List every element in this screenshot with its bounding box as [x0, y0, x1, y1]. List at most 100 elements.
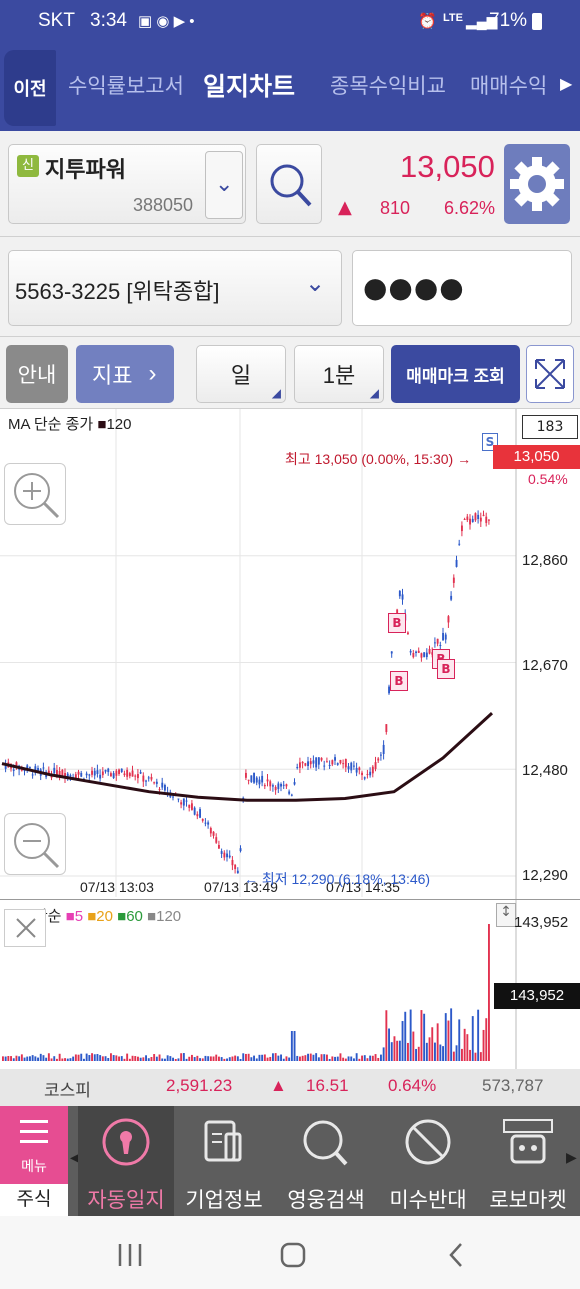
volume-bar	[107, 1057, 110, 1061]
menu-prev-icon[interactable]: ◀	[70, 1150, 81, 1166]
volume-bar	[172, 1057, 174, 1061]
tab-journal-chart[interactable]: 일지차트	[203, 73, 296, 101]
candle-body	[12, 769, 15, 771]
candle-body	[58, 771, 61, 777]
back-button[interactable]: 이전	[4, 50, 56, 126]
volume-bar	[431, 1027, 434, 1061]
volume-bar	[385, 1010, 388, 1061]
volume-bar	[72, 1056, 75, 1061]
volume-bar	[439, 1044, 442, 1061]
stock-selector[interactable]: 신 지투파워 388050 ⌄	[8, 144, 246, 224]
menu-label: 미수반대	[389, 1189, 467, 1212]
pane-resize-handle[interactable]: ↕	[496, 903, 516, 927]
stock-name: 지투파워	[45, 157, 126, 182]
candle-body	[96, 770, 99, 774]
corner-arrow-icon: ◢	[369, 386, 379, 400]
buy-mark[interactable]: B	[390, 671, 408, 691]
volume-bar	[355, 1053, 358, 1061]
candle-body	[123, 773, 126, 776]
menu-next-icon[interactable]: ▶	[566, 1150, 577, 1166]
candle-body	[434, 642, 436, 644]
menu-auto-journal[interactable]: 자동일지	[78, 1106, 174, 1216]
candle-body	[204, 822, 207, 824]
volume-bar	[255, 1058, 258, 1061]
candle-body	[463, 518, 466, 520]
menu-button[interactable]: 메뉴	[0, 1106, 68, 1184]
candle-body	[226, 853, 228, 858]
indicator-button[interactable]: 지표 ›	[76, 345, 174, 403]
search-button[interactable]	[256, 144, 322, 224]
candle-body	[423, 652, 426, 657]
buy-mark[interactable]: B	[437, 659, 455, 679]
zoom-out-button[interactable]	[4, 813, 66, 875]
volume-bar	[42, 1055, 45, 1061]
stock-dropdown-button[interactable]: ⌄	[205, 151, 243, 219]
candle-body	[223, 852, 226, 858]
volume-bar	[347, 1056, 350, 1061]
candle-body	[142, 775, 145, 782]
zoom-in-button[interactable]	[4, 463, 66, 525]
candle-body	[128, 773, 131, 777]
volume-bar	[377, 1057, 380, 1061]
nav-next-icon[interactable]: ▶	[560, 74, 573, 93]
candle-body	[409, 650, 412, 653]
volume-bar	[485, 1018, 488, 1061]
tab-trade-profit[interactable]: 매매수익	[470, 75, 548, 98]
candle-body	[245, 772, 247, 778]
menu-hero-search[interactable]: 영웅검색	[278, 1106, 374, 1216]
index-change: 16.51	[306, 1076, 349, 1095]
volume-bar	[263, 1054, 266, 1061]
buy-mark[interactable]: B	[388, 613, 406, 633]
candle-body	[428, 648, 431, 654]
volume-bar	[218, 1056, 220, 1061]
tab-profit-report[interactable]: 수익률보고서	[68, 75, 184, 98]
x-tick: 07/13 13:49	[204, 879, 278, 895]
y-tick: 12,290	[522, 867, 568, 884]
trade-mark-button[interactable]: 매매마크 조회	[391, 345, 520, 403]
chevron-down-icon: ⌄	[215, 172, 234, 197]
candle-body	[158, 789, 161, 791]
candle-body	[488, 519, 490, 521]
account-selector[interactable]: 5563-3225 [위탁종합] ⌄	[8, 250, 342, 326]
password-field[interactable]: ●●●●	[352, 250, 572, 326]
menu-robo-market[interactable]: 로보마켓	[480, 1106, 576, 1216]
volume-bar	[10, 1056, 12, 1061]
candle-body	[126, 769, 129, 777]
volume-bar	[320, 1054, 323, 1061]
fullscreen-button[interactable]	[526, 345, 574, 403]
close-pane-button[interactable]	[4, 909, 46, 947]
volume-bar	[358, 1058, 361, 1061]
menu-unpaid-opposite[interactable]: 미수반대	[380, 1106, 476, 1216]
menu-company-info[interactable]: 기업정보	[176, 1106, 272, 1216]
index-ticker[interactable]: 코스피 2,591.23 ▲ 16.51 0.64% 573,787	[0, 1069, 580, 1106]
candle-body	[255, 777, 258, 783]
pane-divider[interactable]	[0, 899, 580, 900]
settings-button[interactable]	[504, 144, 570, 224]
candle-body	[66, 773, 69, 779]
volume-bar	[120, 1056, 123, 1061]
x-tick: 07/13 13:03	[80, 879, 154, 895]
volume-bar	[182, 1053, 185, 1061]
interval-select[interactable]: 1분 ◢	[294, 345, 384, 403]
candle-body	[23, 770, 26, 772]
volume-bar	[339, 1053, 342, 1061]
period-select[interactable]: 일 ◢	[196, 345, 286, 403]
candle-body	[312, 760, 315, 764]
volume-bar	[417, 1046, 420, 1061]
price-volume-chart[interactable]	[0, 409, 580, 1069]
candle-body	[177, 798, 180, 800]
volume-bar	[407, 1042, 409, 1061]
stock-tab[interactable]: 주식	[0, 1184, 68, 1216]
guide-button[interactable]: 안내	[6, 345, 68, 403]
volume-bar	[396, 1040, 399, 1061]
network-type: LTE	[443, 12, 463, 24]
volume-bar	[290, 1031, 293, 1061]
volume-bar	[474, 1052, 477, 1061]
candle-body	[274, 786, 277, 791]
volume-bar	[39, 1053, 42, 1061]
volume-bar	[479, 1052, 482, 1061]
volume-bar	[350, 1056, 353, 1061]
back-icon	[449, 1243, 462, 1267]
tab-stock-compare[interactable]: 종목수익비교	[330, 75, 446, 98]
candle-body	[191, 803, 193, 810]
